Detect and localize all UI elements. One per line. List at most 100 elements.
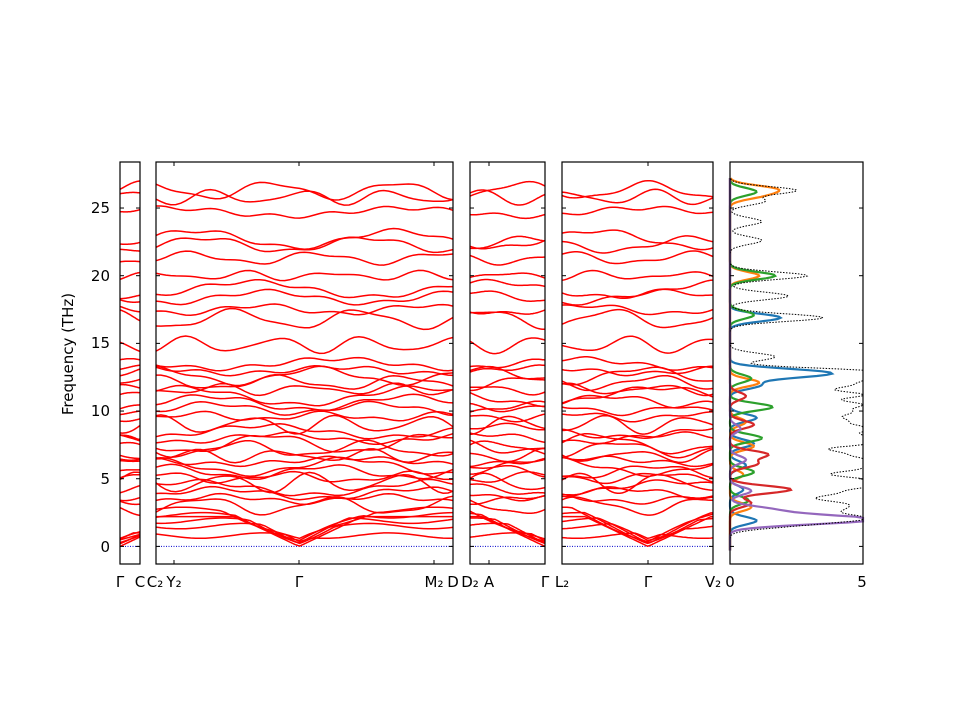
band-line-p1-b1 xyxy=(119,536,141,548)
band-line-p1-b41 xyxy=(119,191,141,195)
band-line-p3-b38 xyxy=(470,235,546,250)
band-panel-frame-3 xyxy=(469,161,546,565)
band-line-p2-b30 xyxy=(155,356,454,372)
band-line-p1-b33 xyxy=(119,305,140,313)
path-label-c: C xyxy=(135,573,145,591)
path-label-m2: M₂ xyxy=(425,573,444,591)
band-line-p2-b22 xyxy=(155,410,454,422)
band-line-p1-b25 xyxy=(119,391,140,396)
band-line-p4-b32 xyxy=(561,308,714,329)
y-tick-label-10: 10 xyxy=(91,402,110,420)
band-line-p1-b16 xyxy=(119,454,140,460)
band-line-p1-b22 xyxy=(119,418,141,423)
band-line-p2-b17 xyxy=(155,439,454,458)
band-line-p4-b34 xyxy=(561,288,713,306)
band-line-p3-b9 xyxy=(469,493,546,502)
band-line-p1-b38 xyxy=(120,248,140,252)
band-line-p3-b3 xyxy=(469,522,546,544)
band-line-p2-b12 xyxy=(155,470,454,484)
band-line-p1-b9 xyxy=(119,496,141,502)
band-line-p2-b4 xyxy=(155,517,454,544)
band-line-p4-b4 xyxy=(561,517,714,544)
band-line-p4-b33 xyxy=(561,304,714,316)
path-label-gamma-mid1: Γ xyxy=(295,573,304,591)
band-line-p3-b1 xyxy=(470,515,546,548)
band-line-p2-b31 xyxy=(155,335,454,355)
band-line-p2-b36 xyxy=(155,269,454,282)
band-line-p1-b37 xyxy=(120,260,140,263)
band-line-p2-b28 xyxy=(155,365,454,387)
band-line-p3-b25 xyxy=(469,391,545,408)
band-line-p1-b21 xyxy=(119,424,141,434)
band-line-p4-b10 xyxy=(561,479,714,498)
band-line-p3-b2 xyxy=(469,532,546,542)
band-line-p1-b26 xyxy=(120,383,141,389)
band-line-p1-b17 xyxy=(120,441,141,446)
band-line-p3-b39 xyxy=(469,239,546,250)
band-line-p3-b32 xyxy=(469,311,545,331)
y-axis-title: Frequency (THz) xyxy=(59,293,77,415)
band-line-p2-b1 xyxy=(156,515,453,547)
band-line-p2-b9 xyxy=(155,485,454,501)
path-label-gamma-start: Γ xyxy=(116,573,125,591)
y-tick-label-0: 0 xyxy=(100,538,110,556)
band-line-p1-b10 xyxy=(120,484,141,494)
path-label-v2: V₂ xyxy=(705,573,721,591)
band-line-p3-b30 xyxy=(469,358,546,369)
band-line-p4-b8 xyxy=(561,493,714,505)
band-line-p3-b42 xyxy=(469,180,546,197)
path-label-d: D xyxy=(447,573,459,591)
band-line-p2-b15 xyxy=(155,455,454,468)
band-line-p3-b35 xyxy=(469,278,546,288)
band-line-p1-b24 xyxy=(119,404,140,410)
band-line-p1-b32 xyxy=(119,309,141,322)
path-label-c2: C₂ xyxy=(147,573,164,591)
band-line-p1-b8 xyxy=(119,500,141,506)
band-line-p2-b35 xyxy=(155,278,454,299)
band-line-p3-b4 xyxy=(470,517,546,545)
y-tick-label-5: 5 xyxy=(100,470,110,488)
dos-x-tick-label-5: 5 xyxy=(857,573,867,591)
band-line-p2-b8 xyxy=(155,492,454,506)
band-line-p4-b29 xyxy=(561,365,714,377)
band-line-p4-b38 xyxy=(561,235,714,254)
band-line-p2-b26 xyxy=(155,382,454,397)
band-line-p3-b7 xyxy=(469,499,546,515)
band-line-p1-b6 xyxy=(119,533,141,545)
band-line-p2-b41 xyxy=(155,188,454,206)
band-line-p1-b14 xyxy=(120,459,140,463)
band-line-p3-b8 xyxy=(469,494,546,506)
band-line-p4-b40 xyxy=(561,205,714,216)
band-line-p4-b1 xyxy=(562,515,714,548)
band-line-p4-b7 xyxy=(561,496,714,516)
dos-x-tick-label-0: 0 xyxy=(725,573,735,591)
band-line-p1-b34 xyxy=(119,298,140,303)
band-line-p1-b40 xyxy=(120,208,141,213)
band-line-p4-b19 xyxy=(561,431,714,445)
band-line-p3-b18 xyxy=(469,439,546,454)
band-line-p4-b6 xyxy=(562,506,714,543)
band-line-p1-b27 xyxy=(120,378,141,384)
band-line-p2-b34 xyxy=(155,288,454,306)
y-tick-label-20: 20 xyxy=(91,267,110,285)
band-line-p2-b37 xyxy=(155,250,454,266)
band-line-p2-b14 xyxy=(155,456,454,478)
band-line-p3-b11 xyxy=(469,472,546,491)
band-line-p3-b40 xyxy=(469,212,546,220)
band-line-p2-b5 xyxy=(155,511,454,542)
band-line-p1-b28 xyxy=(120,368,141,377)
band-line-p2-b20 xyxy=(155,423,454,440)
band-line-p2-b23 xyxy=(155,400,454,417)
band-line-p2-b21 xyxy=(155,414,454,435)
band-line-p1-b35 xyxy=(120,294,141,300)
band-panel-frame-4 xyxy=(561,161,714,565)
band-line-p1-b12 xyxy=(119,473,140,479)
band-line-p4-b27 xyxy=(561,374,714,392)
band-line-p4-b42 xyxy=(561,179,714,199)
band-line-p4-b18 xyxy=(561,432,714,455)
path-label-gamma-mid2: Γ xyxy=(541,573,550,591)
band-line-p3-b21 xyxy=(470,415,546,436)
band-line-p1-b30 xyxy=(119,357,141,361)
band-line-p2-b40 xyxy=(156,205,454,219)
